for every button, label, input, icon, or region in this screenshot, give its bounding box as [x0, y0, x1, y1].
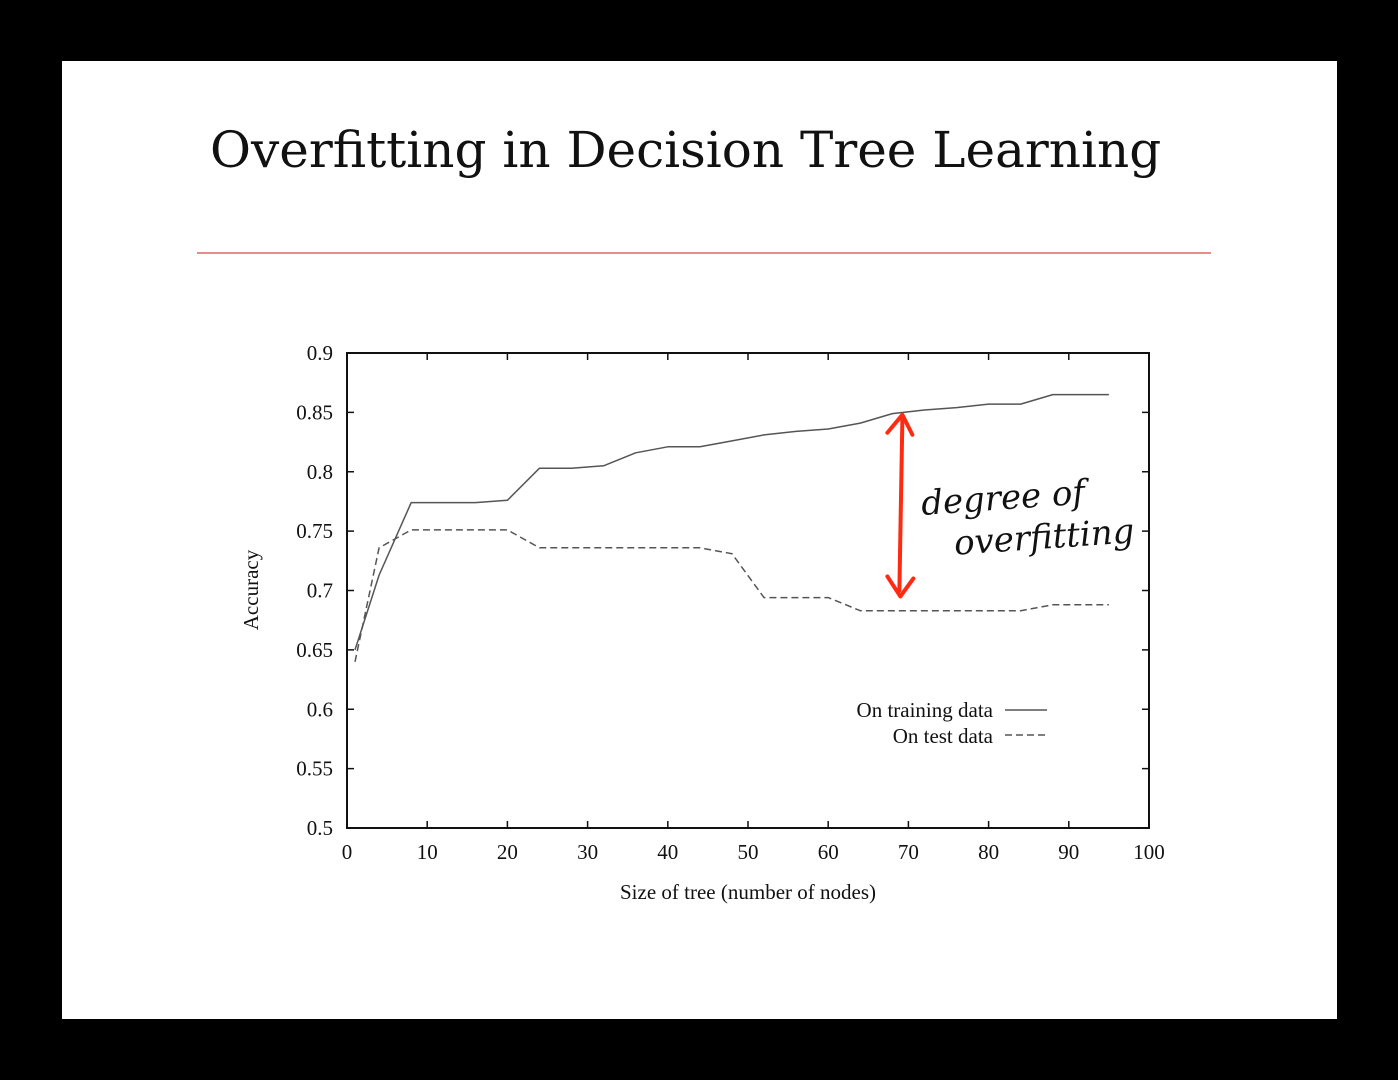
handwritten-annotation: degree ofoverfitting	[885, 412, 1136, 599]
x-axis-label: Size of tree (number of nodes)	[620, 880, 876, 904]
x-tick-label: 90	[1058, 840, 1079, 864]
series-line-test	[354, 529, 1109, 662]
x-tick-label: 0	[342, 840, 353, 864]
legend-label-training: On training data	[857, 698, 994, 722]
y-tick-label: 0.5	[307, 816, 333, 840]
y-tick-label: 0.6	[307, 697, 333, 721]
x-tick-label: 10	[417, 840, 438, 864]
y-tick-label: 0.8	[307, 460, 333, 484]
annotation-arrowhead-bottom	[885, 574, 916, 599]
x-tick-label: 40	[657, 840, 678, 864]
x-tick-label: 20	[497, 840, 518, 864]
y-tick-label: 0.85	[296, 400, 333, 424]
legend-label-test: On test data	[893, 724, 994, 748]
annotation-arrowhead-top	[885, 412, 915, 437]
title-divider	[197, 252, 1211, 254]
x-tick-label: 70	[898, 840, 919, 864]
series-line-training	[354, 393, 1109, 651]
x-tick-labels: 0 10 20 30 40 50 60 70 80 90 100	[342, 840, 1165, 864]
axis-ticks	[346, 352, 1150, 829]
series-lines	[354, 393, 1109, 662]
legend: On training data On test data	[857, 698, 1047, 748]
y-tick-label: 0.9	[307, 341, 333, 365]
x-tick-label: 60	[818, 840, 839, 864]
x-tick-label: 80	[978, 840, 999, 864]
annotation-text: degree ofoverfitting	[920, 469, 1136, 565]
y-axis-label: Accuracy	[239, 549, 263, 630]
slide: Overfitting in Decision Tree Learning	[62, 61, 1337, 1019]
x-tick-label: 100	[1133, 840, 1165, 864]
x-tick-label: 50	[738, 840, 759, 864]
y-tick-label: 0.75	[296, 519, 333, 543]
y-tick-label: 0.7	[307, 579, 333, 603]
x-tick-label: 30	[577, 840, 598, 864]
y-tick-labels: 0.5 0.55 0.6 0.65 0.7 0.75 0.8 0.85 0.9	[296, 341, 333, 840]
slide-title: Overfitting in Decision Tree Learning	[210, 121, 1162, 179]
y-tick-label: 0.55	[296, 757, 333, 781]
plot-frame	[346, 352, 1150, 829]
annotation-double-arrow	[897, 416, 905, 593]
y-tick-label: 0.65	[296, 638, 333, 662]
